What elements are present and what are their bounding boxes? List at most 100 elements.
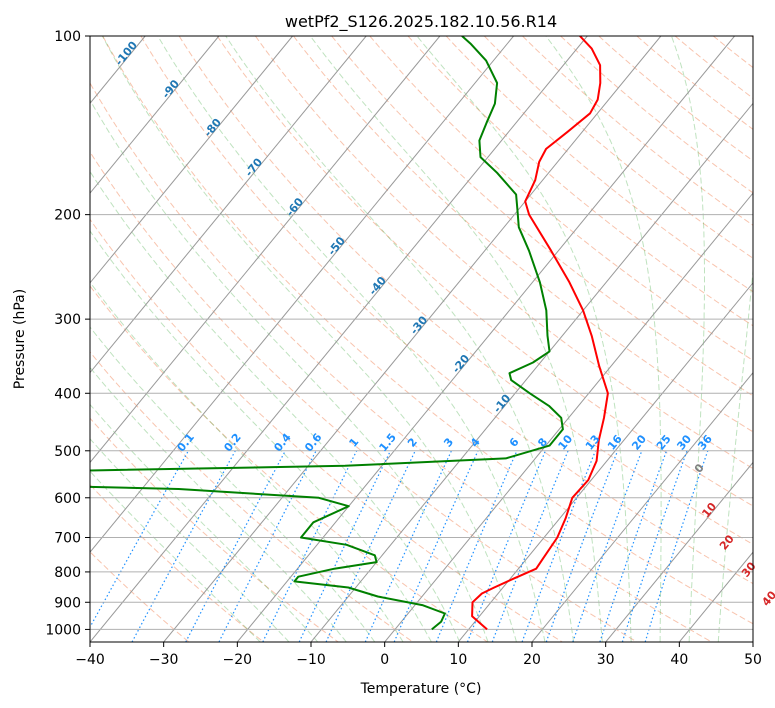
moist-adiabat-line: [90, 170, 461, 642]
y-tick-label: 300: [54, 312, 81, 328]
x-axis-title: Temperature (°C): [360, 681, 482, 697]
dewpoint-line: [90, 36, 564, 631]
dry-adiabat-line: [636, 36, 753, 130]
mixing-ratio-line: [131, 450, 236, 642]
moist-adiabat-line: [90, 366, 347, 642]
temperature-line: [471, 36, 609, 631]
dry-adiabat-line: [90, 351, 414, 642]
isotherm-line: [90, 36, 367, 374]
mixing-ratio-label: 30: [674, 432, 694, 452]
plot-frame: [89, 35, 754, 643]
dry-adiabat-line: [90, 82, 712, 642]
moist-adiabat-line: [545, 36, 662, 642]
y-tick-label: 100: [54, 29, 81, 45]
y-tick-label: 900: [54, 595, 81, 611]
dry-adiabat-line: [216, 36, 753, 507]
x-tick-label: 50: [744, 652, 762, 668]
moist-adiabat-label: 0: [692, 461, 707, 475]
moist-adiabat-line: [416, 36, 632, 642]
chart-title: wetPf2_S126.2025.182.10.56.R14: [285, 12, 557, 32]
isotherm-label: -50: [325, 234, 348, 258]
dry-adiabat-line: [483, 36, 753, 259]
isotherm-line: [531, 371, 753, 642]
mixing-ratio-line: [521, 450, 597, 642]
mixing-ratio-line: [491, 450, 569, 642]
isotherm-label: -100: [113, 39, 141, 69]
moist-adiabat-line: [717, 265, 753, 642]
moist-adiabat-line: [90, 99, 489, 642]
dry-adiabat-line: [445, 36, 753, 293]
mixing-ratio-label: 36: [695, 432, 715, 452]
isotherm-line: [384, 192, 753, 642]
x-tick-label: 0: [380, 652, 389, 668]
x-tick-label: −40: [75, 652, 105, 668]
isotherm-line: [90, 36, 293, 284]
dry-adiabat-line: [331, 36, 753, 397]
moist-adiabat-label: 30: [739, 559, 759, 579]
isotherm-line: [752, 641, 753, 642]
mixing-ratio-line: [599, 450, 668, 642]
mixing-ratio-line: [466, 450, 546, 642]
mixing-ratio-label: 1: [347, 435, 362, 449]
isotherm-label: -80: [201, 116, 224, 140]
moist-adiabat-label: 40: [759, 588, 775, 608]
dry-adiabat-line: [178, 36, 753, 545]
isotherm-line: [90, 36, 514, 553]
isotherm-label: -90: [159, 77, 182, 101]
dry-adiabat-line: [102, 36, 753, 625]
moist-adiabat-line: [90, 403, 319, 642]
y-axis-title: Pressure (hPa): [12, 289, 28, 389]
moist-adiabat-line: [90, 438, 290, 642]
x-tick-label: 40: [670, 652, 688, 668]
mixing-ratio-label: 25: [654, 433, 674, 453]
isotherm-label: -60: [284, 195, 307, 219]
y-tick-label: 700: [54, 531, 81, 547]
x-tick-label: 10: [449, 652, 467, 668]
mixing-ratio-line: [435, 450, 518, 642]
y-tick-label: 400: [54, 386, 81, 402]
isotherm-line: [457, 282, 753, 642]
mixing-ratio-line: [644, 450, 709, 642]
mixing-ratio-line: [262, 450, 358, 642]
x-tick-label: 30: [597, 652, 615, 668]
moist-adiabat-line: [90, 326, 376, 642]
dry-adiabat-line: [598, 36, 753, 162]
mixing-ratio-line: [572, 450, 643, 642]
dry-adiabat-line: [522, 36, 753, 226]
mixing-ratio-line: [545, 450, 619, 642]
isotherm-line: [90, 36, 220, 194]
y-tick-label: 600: [54, 491, 81, 507]
sounding-profiles: [90, 36, 609, 631]
y-tick-label: 800: [54, 565, 81, 581]
moist-adiabat-line: [90, 281, 404, 642]
mixing-ratio-line: [185, 450, 286, 642]
isotherm-label: -30: [408, 313, 431, 337]
mixing-ratio-label: 8: [535, 435, 550, 449]
mixing-ratio-line: [298, 450, 392, 642]
isotherm-label: -20: [450, 352, 473, 376]
x-tick-label: −20: [223, 652, 253, 668]
isotherm-line: [0, 36, 72, 642]
moist-adiabat-line: [309, 36, 603, 642]
y-tick-label: 200: [54, 208, 81, 224]
dry-adiabat-line: [560, 36, 753, 194]
x-tick-label: −30: [149, 652, 179, 668]
isotherm-label: -40: [366, 274, 389, 298]
y-tick-label: 500: [54, 444, 81, 460]
mixing-ratio-line: [393, 450, 479, 642]
isotherm-line: [163, 36, 662, 642]
moist-adiabat-line: [157, 36, 546, 642]
moist-adiabat-label: 20: [717, 532, 737, 552]
mixing-ratio-label: 3: [441, 435, 456, 449]
dry-adiabat-line: [254, 36, 753, 470]
dry-adiabat-line: [369, 36, 753, 362]
line-labels: -100-90-80-70-60-50-40-30-20-100.1 0.2 0.4…: [113, 39, 775, 609]
moist-adiabat-line: [671, 36, 705, 642]
dry-adiabat-line: [90, 151, 638, 642]
isotherm-line: [90, 36, 441, 464]
dry-adiabat-line: [90, 285, 488, 642]
dry-adiabat-line: [712, 36, 753, 69]
moist-adiabat-line: [225, 36, 575, 642]
dry-adiabat-line: [90, 417, 339, 642]
mixing-ratio-line: [90, 450, 189, 629]
